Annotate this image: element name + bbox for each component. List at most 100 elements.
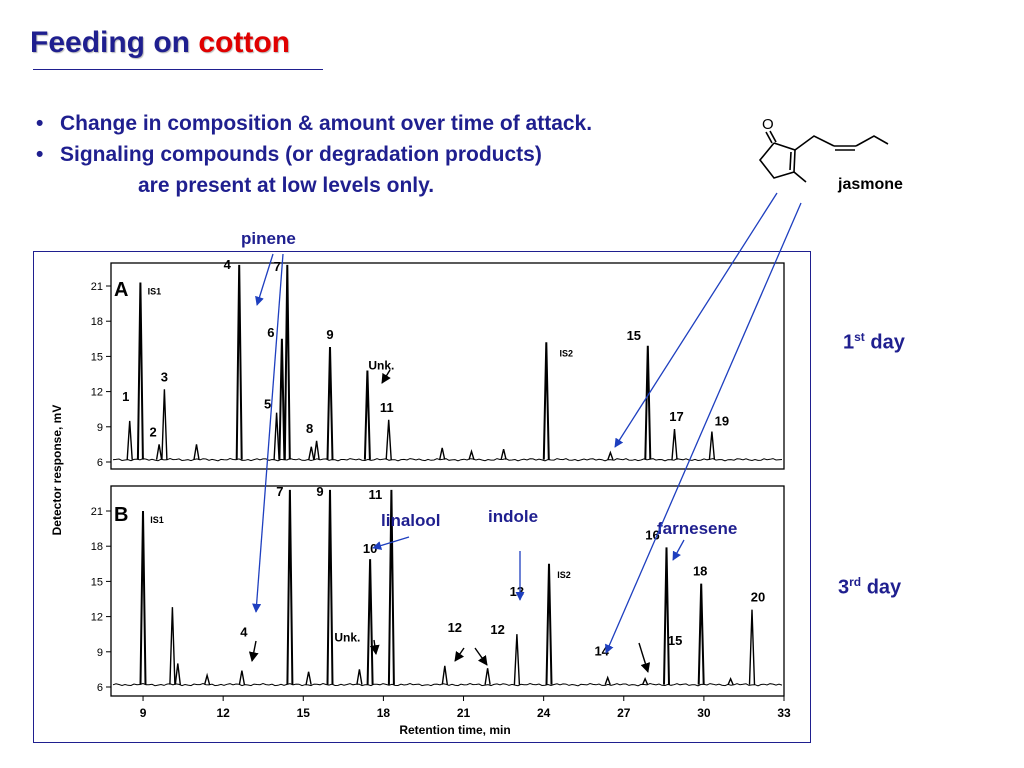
peak-label: IS1 (150, 515, 164, 525)
y-tick-label: 9 (97, 422, 103, 434)
peak-label: Unk. (334, 630, 360, 644)
peak-a-7 (283, 264, 291, 460)
peak-a-9 (326, 346, 334, 460)
peak-b-12 (441, 665, 448, 685)
peak-a-4 (235, 264, 243, 460)
y-tick-label: 12 (91, 387, 103, 399)
bullet-item: • Change in composition & amount over tim… (36, 112, 593, 135)
x-tick-label: 9 (140, 706, 147, 720)
peak-b-11 (387, 489, 395, 685)
peak-label: 3 (161, 369, 168, 384)
annotation-pinene: pinene (241, 229, 296, 248)
peak-label: 1 (122, 389, 129, 404)
peak-b-12 (484, 668, 491, 685)
day3-label: 3rd day (838, 575, 902, 599)
jasmone-structure: O (758, 116, 889, 183)
peak-b-10 (366, 559, 374, 685)
peak-label: 20 (751, 590, 765, 605)
peak-b-minor (169, 607, 176, 685)
x-tick-label: 18 (377, 706, 391, 720)
title-highlight: cotton (198, 26, 290, 59)
peak-a-minor (607, 450, 614, 460)
peak-label: 4 (240, 625, 248, 640)
peak-label: 15 (627, 328, 641, 343)
x-tick-label: 30 (697, 706, 711, 720)
peak-a-19 (708, 431, 716, 460)
peak-a-17 (671, 429, 678, 460)
x-tick-label: 33 (777, 706, 791, 720)
peak-label: 12 (448, 620, 462, 635)
bullet-text: Signaling compounds (or degradation prod… (60, 143, 542, 166)
y-tick-label: 6 (97, 682, 103, 694)
chromatogram-chart: A 6 9 12 15 18 21 1 IS1 2 3 4 5 6 7 8 9 Unk. 11 IS2 15 17 19 B… (50, 257, 791, 737)
annotation-linalool: linalool (381, 511, 441, 530)
panel-letter: B (114, 504, 128, 526)
peak-a-6 (278, 338, 286, 460)
peak-label: 13 (510, 584, 524, 599)
jasmone-label: jasmone (838, 176, 903, 193)
bullet-text: Change in composition & amount over time… (60, 112, 593, 135)
peak-b-minor (203, 672, 211, 685)
bullet-continuation: are present at low levels only. (138, 174, 435, 197)
peak-a-3 (161, 389, 168, 460)
peak-label: 4 (224, 257, 232, 272)
peak-a-unk (363, 370, 371, 460)
peak-a-minor (468, 448, 475, 460)
annotation-farnesene: farnesene (657, 519, 738, 538)
peak-a-2 (155, 444, 163, 460)
peak-label: 14 (594, 644, 609, 659)
peak-a-minor (439, 447, 446, 460)
peak-a-minor (500, 448, 507, 460)
peak-b-minor (174, 663, 181, 685)
peak-label: 9 (316, 484, 323, 499)
panel-a-chromatogram: A 6 9 12 15 18 21 1 IS1 2 3 4 5 6 7 8 9 Unk. 11 IS2 15 17 19 (91, 257, 785, 470)
peak-a-1 (126, 420, 133, 460)
peak-b-4 (238, 670, 246, 685)
peak-b-14 (604, 675, 611, 685)
bullet-item: • Signaling compounds (or degradation pro… (36, 143, 542, 166)
peak-b-18 (697, 583, 705, 685)
y-tick-label: 21 (91, 506, 103, 518)
peak-label: 10 (363, 541, 377, 556)
peak-a-minor (193, 444, 200, 460)
baseline-trace (112, 457, 783, 462)
peak-label: 11 (380, 400, 394, 415)
panel-frame (110, 485, 785, 697)
y-tick-label: 15 (91, 351, 103, 363)
peak-b-is2 (545, 563, 553, 685)
peak-label: 15 (668, 633, 682, 648)
slide-title: Feeding on cotton (30, 26, 290, 60)
peak-b-20 (748, 609, 756, 685)
peak-b-minor (727, 677, 734, 685)
peak-label: 12 (490, 622, 504, 637)
peak-label: 8 (306, 421, 313, 436)
peak-label: 11 (369, 487, 383, 502)
y-tick-label: 18 (91, 316, 103, 328)
bullet-list: • Change in composition & amount over tim… (36, 112, 592, 205)
peak-a-is1 (136, 282, 144, 460)
peak-b-13 (513, 634, 521, 685)
peak-label: 9 (326, 327, 333, 342)
peak-b-15 (641, 677, 649, 685)
peak-a-5 (273, 412, 280, 460)
peak-label: Unk. (368, 359, 394, 373)
x-tick-label: 21 (457, 706, 471, 720)
panel-letter: A (114, 279, 128, 301)
x-tick-label: 27 (617, 706, 631, 720)
y-tick-label: 6 (97, 457, 103, 469)
peak-a-is2 (542, 342, 550, 460)
title-underline (33, 69, 323, 70)
y-tick-label: 12 (91, 612, 103, 624)
peak-label: 18 (693, 564, 707, 579)
x-tick-label: 24 (537, 706, 551, 720)
peak-label: 6 (267, 325, 274, 340)
baseline-trace (112, 682, 783, 687)
panel-frame (110, 262, 785, 470)
annotation-indole: indole (488, 507, 539, 526)
y-tick-label: 9 (97, 647, 103, 659)
peak-a-8 (313, 440, 320, 460)
peak-b-16 (663, 547, 670, 685)
peak-label: IS1 (148, 287, 162, 297)
peak-label: 19 (715, 414, 729, 429)
peak-b-unk (356, 669, 363, 685)
